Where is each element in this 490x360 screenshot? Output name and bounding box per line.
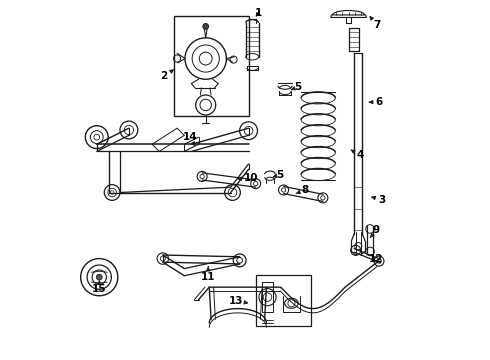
Text: 8: 8 (296, 185, 309, 195)
Text: 5: 5 (292, 82, 301, 92)
Bar (256, 275, 311, 327)
Text: 14: 14 (183, 132, 197, 145)
Text: 3: 3 (372, 195, 385, 204)
Text: 15: 15 (92, 281, 106, 294)
Text: 4: 4 (351, 150, 364, 160)
Text: 10: 10 (238, 173, 258, 183)
Circle shape (203, 23, 209, 29)
Text: 13: 13 (229, 296, 247, 306)
Text: 6: 6 (369, 97, 383, 107)
Text: 12: 12 (368, 254, 383, 264)
Text: 1: 1 (255, 8, 262, 18)
Text: 2: 2 (160, 70, 173, 81)
Text: 7: 7 (370, 17, 381, 30)
Circle shape (97, 274, 102, 280)
Bar (173, 16, 248, 116)
Text: 5: 5 (273, 170, 284, 180)
Text: 11: 11 (201, 267, 216, 282)
Text: 9: 9 (370, 225, 380, 238)
